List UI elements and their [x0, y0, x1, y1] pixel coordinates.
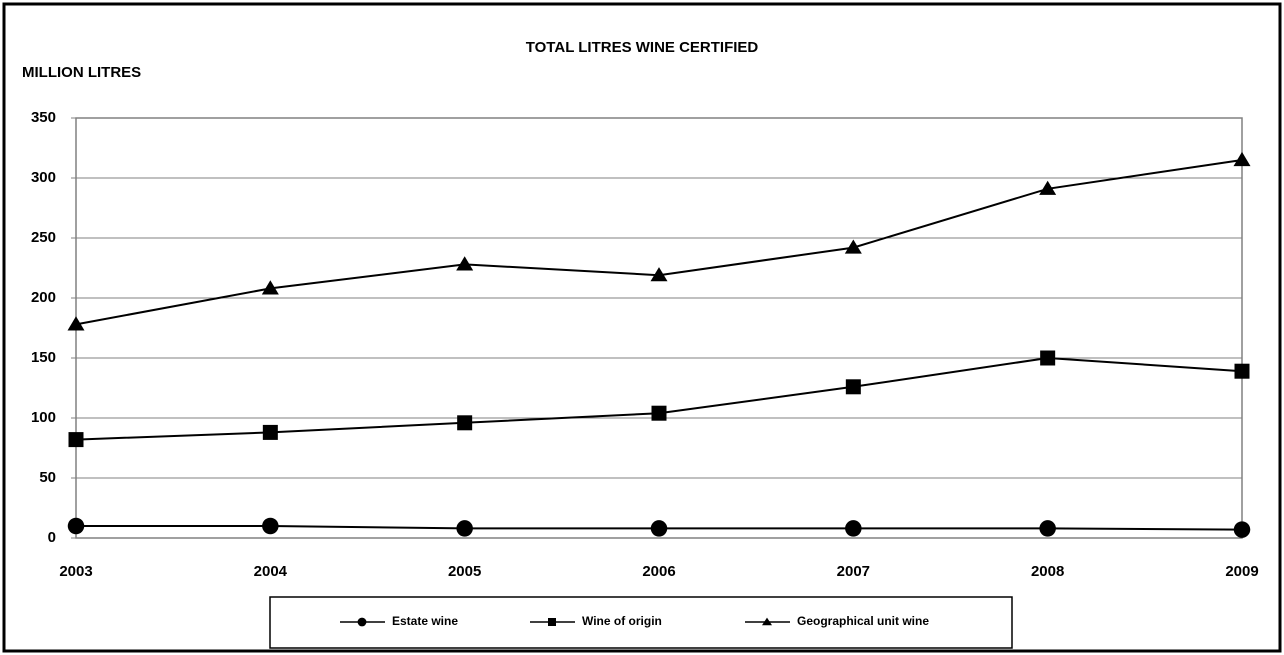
data-point — [68, 432, 84, 448]
data-point — [457, 415, 473, 431]
data-point — [456, 256, 474, 271]
x-tick-label: 2009 — [1225, 563, 1258, 580]
y-tick-label: 0 — [48, 529, 56, 546]
y-tick-label: 150 — [31, 349, 56, 366]
legend-label: Estate wine — [392, 614, 458, 628]
y-tick-label: 250 — [31, 229, 56, 246]
data-point — [650, 267, 668, 282]
y-tick-label: 50 — [39, 469, 56, 486]
x-tick-label: 2005 — [448, 563, 481, 580]
y-tick-label: 100 — [31, 409, 56, 426]
y-tick-label: 300 — [31, 169, 56, 186]
data-point — [845, 379, 861, 395]
data-point — [651, 405, 667, 421]
data-point — [1039, 180, 1057, 195]
x-tick-label: 2008 — [1031, 563, 1064, 580]
y-axis-label: MILLION LITRES — [22, 64, 141, 81]
data-point — [1039, 520, 1056, 537]
legend-marker — [762, 617, 772, 626]
data-point — [67, 316, 85, 331]
x-tick-label: 2007 — [837, 563, 870, 580]
data-point — [67, 517, 85, 535]
data-point — [1233, 151, 1251, 167]
data-point — [844, 239, 862, 254]
x-tick-label: 2006 — [642, 563, 675, 580]
legend — [269, 596, 1013, 649]
data-point — [1234, 363, 1250, 379]
legend-marker — [548, 618, 556, 626]
legend-label: Wine of origin — [582, 614, 662, 628]
data-point — [1233, 521, 1251, 538]
data-point — [1040, 350, 1056, 366]
data-point — [456, 520, 473, 537]
chart-title: TOTAL LITRES WINE CERTIFIED — [526, 39, 759, 56]
y-tick-label: 200 — [31, 289, 56, 306]
data-point — [845, 520, 862, 537]
data-point — [262, 424, 278, 440]
y-tick-label: 350 — [31, 109, 56, 126]
x-tick-label: 2004 — [254, 563, 288, 580]
legend-marker — [357, 617, 367, 627]
x-tick-label: 2003 — [59, 563, 92, 580]
legend-label: Geographical unit wine — [797, 614, 929, 628]
data-point — [262, 517, 279, 535]
data-point — [261, 280, 279, 295]
data-point — [650, 520, 668, 537]
